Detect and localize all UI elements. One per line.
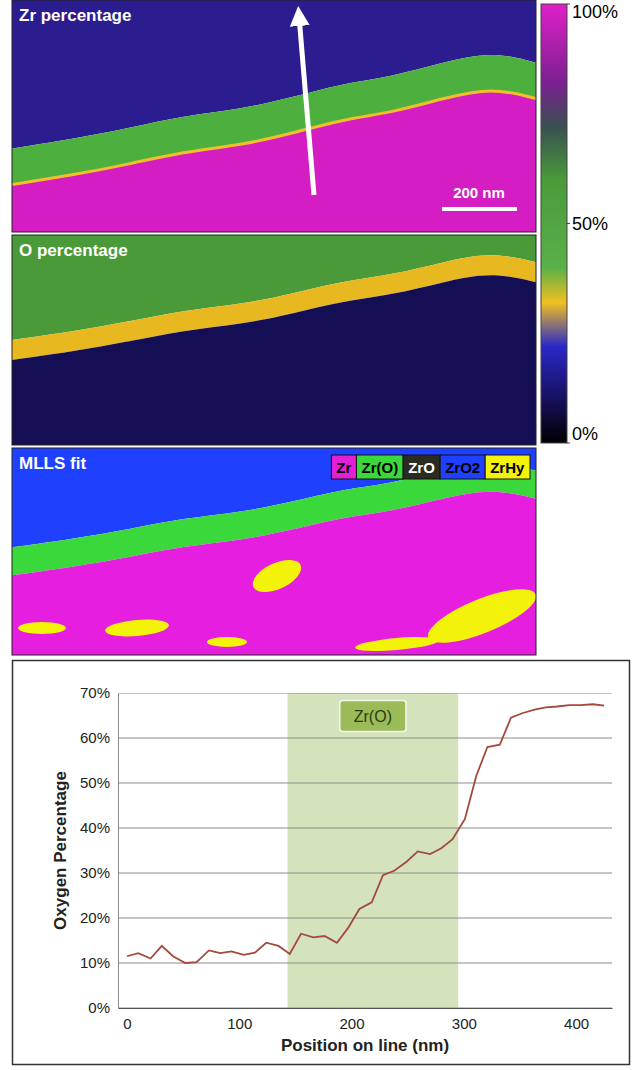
- legend-item: ZrHy: [485, 455, 530, 479]
- chart-frame: [13, 661, 630, 1065]
- scale-bar: [442, 207, 517, 211]
- x-tick: 200: [340, 1008, 365, 1032]
- x-tick-label: 300: [452, 1015, 477, 1032]
- map-panel: Zr percentage 200 nm: [12, 0, 536, 234]
- y-tick: 20%: [80, 909, 118, 926]
- color-bar-tick: [567, 443, 570, 444]
- x-axis-title: Position on line (nm): [281, 1036, 449, 1055]
- legend-label: ZrO: [408, 459, 435, 476]
- panel-title: Zr percentage: [19, 6, 131, 25]
- hydride-region: [248, 553, 306, 599]
- map-region: [12, 275, 536, 445]
- x-axis-line: [119, 1008, 613, 1009]
- legend-item: Zr: [331, 455, 356, 479]
- highlight-band: [288, 693, 459, 1008]
- legend-swatch: [356, 455, 403, 479]
- panel-frame: [12, 235, 536, 445]
- y-tick: 30%: [80, 864, 118, 881]
- color-bar: 100% 50% 0%: [541, 2, 618, 444]
- map-image: [12, 235, 536, 445]
- band-label-text: Zr(O): [354, 708, 392, 725]
- panel-frame: [12, 448, 536, 655]
- legend: Zr Zr(O) ZrO ZrO2 ZrHy: [331, 455, 530, 479]
- color-bar-tick-label: 50%: [572, 214, 608, 234]
- color-bar-tick: [567, 223, 570, 224]
- map-panel: O percentage: [12, 233, 536, 447]
- x-tick-label: 100: [227, 1015, 252, 1032]
- y-tick-label: 70%: [80, 684, 110, 701]
- grid-line: [118, 918, 612, 919]
- figure: Zr percentage 200 nm O percentage MLLS fit Z…: [0, 0, 638, 1070]
- y-tick-label: 20%: [80, 909, 110, 926]
- hydride-region: [18, 622, 66, 634]
- grid-line: [118, 693, 612, 694]
- y-tick: 70%: [80, 684, 118, 701]
- legend-item: Zr(O): [356, 455, 403, 479]
- legend-label: ZrO2: [445, 459, 480, 476]
- plot-area: [118, 693, 612, 1008]
- y-tick-label: 10%: [80, 954, 110, 971]
- y-axis: 0% 10% 20% 30% 40% 50% 60% 70%: [80, 684, 119, 1016]
- y-tick-label: 30%: [80, 864, 110, 881]
- hydride-region: [355, 634, 440, 653]
- band-label: Zr(O): [340, 701, 406, 732]
- panel-frame: [12, 0, 536, 232]
- color-bar-tick: [567, 4, 570, 5]
- band-label-box: [340, 701, 406, 732]
- x-tick-label: 400: [564, 1015, 589, 1032]
- x-tick-label: 200: [340, 1015, 365, 1032]
- y-tick: 0%: [88, 999, 118, 1016]
- legend-swatch: [403, 455, 440, 479]
- hydride-region: [207, 637, 247, 647]
- y-tick-label: 40%: [80, 819, 110, 836]
- x-tick: 100: [227, 1008, 252, 1032]
- legend-label: Zr: [336, 459, 351, 476]
- panel-title: MLLS fit: [19, 454, 86, 473]
- legend-item: ZrO2: [440, 455, 485, 479]
- grid-line: [118, 828, 612, 829]
- grid-line: [118, 783, 612, 784]
- y-axis-line: [118, 694, 119, 1009]
- legend-item: ZrO: [403, 455, 440, 479]
- map-panel: MLLS fit Zr Zr(O) ZrO ZrO2 ZrHy: [12, 446, 542, 657]
- line-arrow: [299, 16, 314, 195]
- scale-bar-label: 200 nm: [453, 184, 505, 201]
- x-axis: 0 100 200 300 400: [119, 1008, 613, 1032]
- grid-line: [118, 873, 612, 874]
- legend-swatch: [331, 455, 356, 479]
- legend-swatch: [440, 455, 485, 479]
- map-edge: [12, 91, 536, 185]
- map-image: [12, 448, 536, 655]
- legend-label: Zr(O): [361, 459, 398, 476]
- legend-swatch: [485, 455, 530, 479]
- y-tick: 50%: [80, 774, 118, 791]
- panel-title: O percentage: [19, 241, 128, 260]
- y-tick: 10%: [80, 954, 118, 971]
- color-bar-scale: [541, 4, 567, 443]
- y-tick: 60%: [80, 729, 118, 746]
- y-tick-label: 50%: [80, 774, 110, 791]
- legend-label: ZrHy: [490, 459, 525, 476]
- map-region: [12, 91, 536, 232]
- x-tick: 400: [564, 1008, 589, 1032]
- x-tick: 0: [123, 1008, 131, 1032]
- hydride-region: [104, 617, 169, 639]
- hydride-region: [422, 579, 536, 654]
- y-tick-label: 60%: [80, 729, 110, 746]
- y-axis-title: Oxygen Percentage: [51, 771, 70, 930]
- color-bar-tick-label: 100%: [572, 2, 618, 22]
- map-image: [12, 0, 536, 232]
- x-tick-label: 0: [123, 1015, 131, 1032]
- grid-line: [118, 738, 612, 739]
- color-bar-tick-label: 0%: [572, 424, 598, 444]
- y-tick-label: 0%: [88, 999, 110, 1016]
- grid-line: [118, 1008, 612, 1009]
- x-tick: 300: [452, 1008, 477, 1032]
- data-line: [127, 704, 604, 963]
- y-tick: 40%: [80, 819, 118, 836]
